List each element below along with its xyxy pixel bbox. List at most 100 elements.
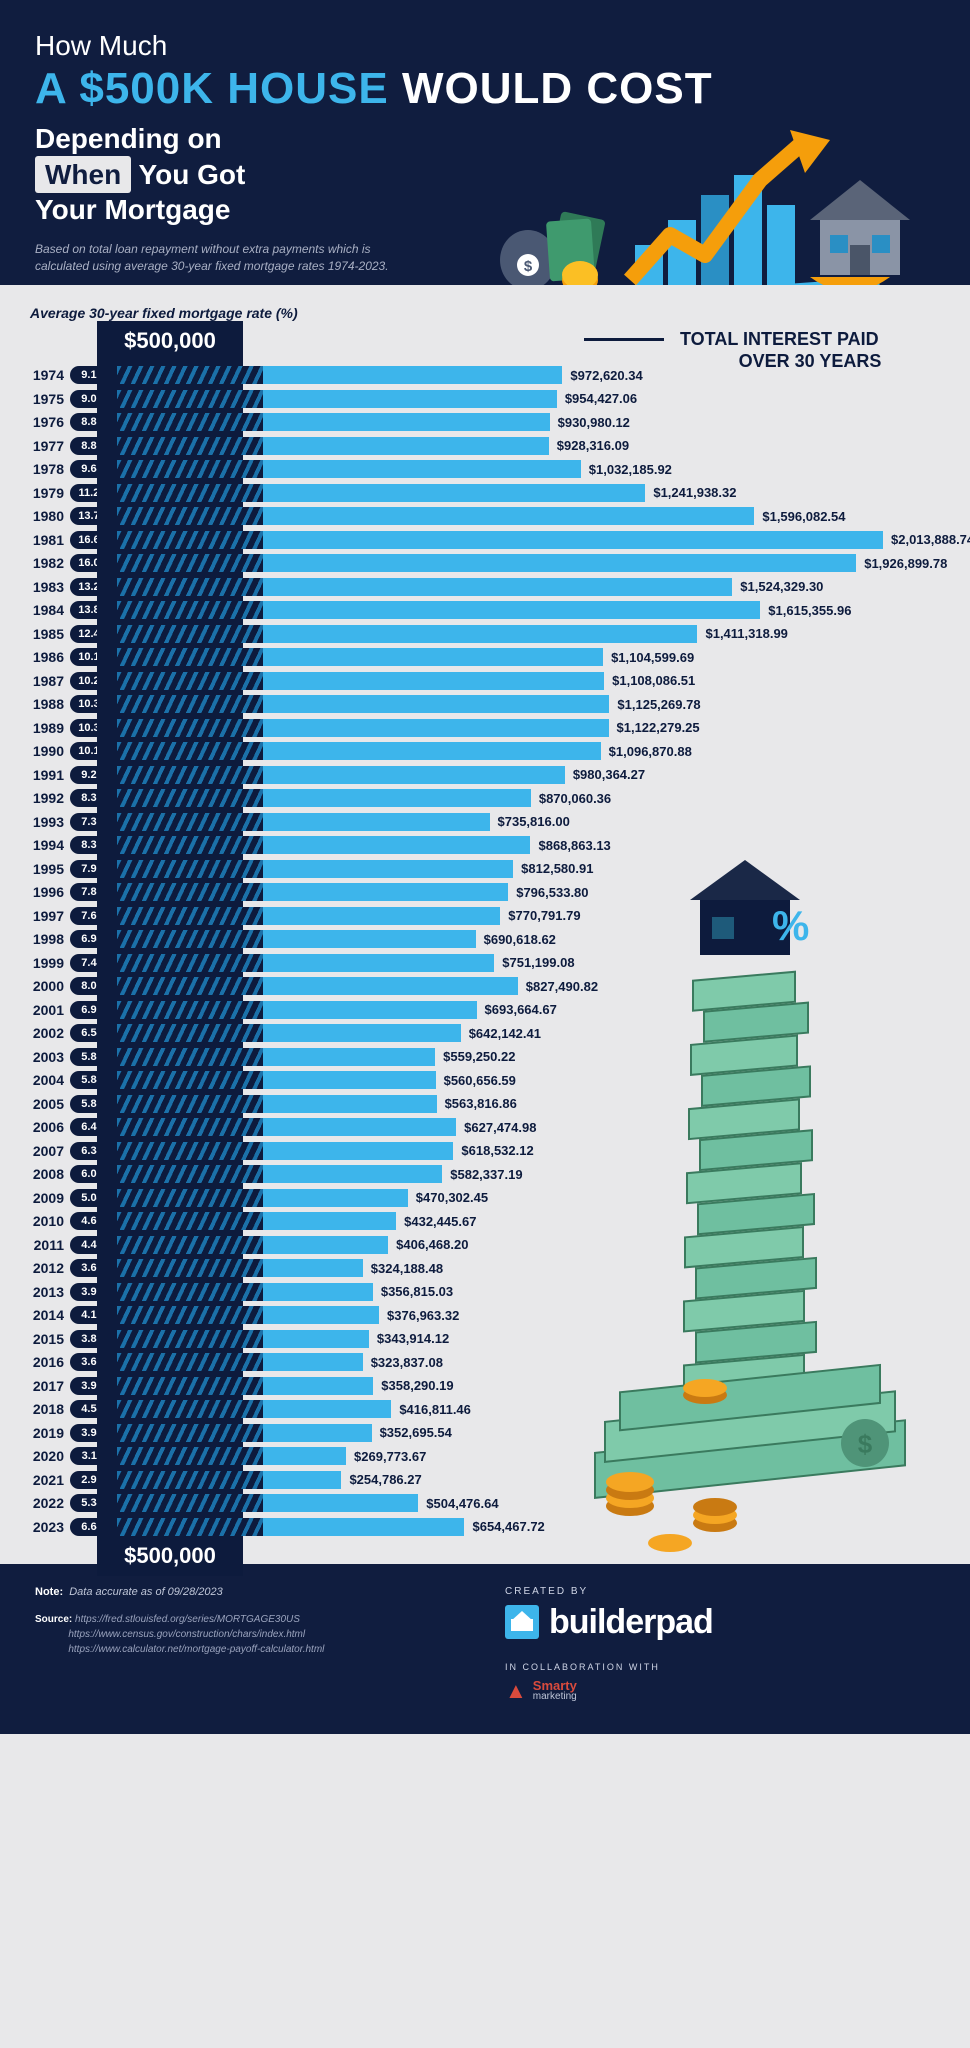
year-label: 2021 [20, 1472, 64, 1488]
smarty-icon: ▲ [505, 1678, 527, 1704]
chart-row: 19928.39$870,060.36 [20, 787, 950, 811]
principal-hatch [117, 366, 263, 384]
interest-value: $1,241,938.32 [653, 485, 736, 500]
year-label: 1998 [20, 931, 64, 947]
header-caption: Based on total loan repayment without ex… [35, 241, 395, 275]
pretitle: How Much [35, 30, 935, 62]
principal-hatch [117, 1142, 263, 1160]
year-label: 2019 [20, 1425, 64, 1441]
interest-value: $928,316.09 [557, 438, 629, 453]
principal-hatch [117, 719, 263, 737]
interest-value: $868,863.13 [538, 838, 610, 853]
interest-value: $693,664.67 [485, 1002, 557, 1017]
year-label: 2012 [20, 1260, 64, 1276]
principal-hatch [117, 460, 263, 478]
principal-hatch [117, 1306, 263, 1324]
year-label: 1980 [20, 508, 64, 524]
interest-bar [263, 813, 490, 831]
year-label: 1983 [20, 579, 64, 595]
principal-hatch [117, 1212, 263, 1230]
interest-bar [263, 836, 530, 854]
interest-bar [263, 648, 603, 666]
principal-bottom: $500,000 [97, 1536, 243, 1576]
principal-top: $500,000 [97, 321, 243, 361]
builderpad-icon [505, 1605, 539, 1639]
principal-hatch [117, 813, 263, 831]
interest-bar [263, 437, 549, 455]
chart-row: 19749.19$972,620.34 [20, 364, 950, 388]
year-label: 2011 [20, 1237, 64, 1253]
chart-row: 198216.04$1,926,899.78 [20, 552, 950, 576]
interest-bar [263, 578, 732, 596]
year-label: 2002 [20, 1025, 64, 1041]
interest-value: $269,773.67 [354, 1449, 426, 1464]
principal-hatch [117, 1377, 263, 1395]
interest-value: $504,476.64 [426, 1496, 498, 1511]
smarty-brand: ▲ Smarty marketing [505, 1678, 935, 1704]
principal-hatch [117, 1118, 263, 1136]
interest-value: $930,980.12 [558, 415, 630, 430]
year-label: 2013 [20, 1284, 64, 1300]
principal-hatch [117, 836, 263, 854]
principal-hatch [117, 695, 263, 713]
principal-hatch [117, 1165, 263, 1183]
interest-bar [263, 860, 513, 878]
interest-value: $954,427.06 [565, 391, 637, 406]
year-label: 2022 [20, 1495, 64, 1511]
interest-value: $654,467.72 [472, 1519, 544, 1534]
interest-value: $432,445.67 [404, 1214, 476, 1229]
principal-hatch [117, 1494, 263, 1512]
year-label: 1985 [20, 626, 64, 642]
interest-bar [263, 531, 883, 549]
title-amount: A $500K HOUSE [35, 64, 389, 113]
chart-row: 198413.88$1,615,355.96 [20, 599, 950, 623]
chart-row: 199010.13$1,096,870.88 [20, 740, 950, 764]
year-label: 1994 [20, 837, 64, 853]
year-label: 1974 [20, 367, 64, 383]
interest-bar [263, 1071, 436, 1089]
year-label: 2018 [20, 1401, 64, 1417]
interest-value: $1,032,185.92 [589, 462, 672, 477]
when-pill: When [35, 156, 131, 194]
principal-hatch [117, 625, 263, 643]
chart-row: 19919.25$980,364.27 [20, 763, 950, 787]
interest-bar [263, 460, 581, 478]
interest-value: $642,142.41 [469, 1026, 541, 1041]
interest-bar [263, 601, 760, 619]
footer-left: Note: Data accurate as of 09/28/2023 Sou… [35, 1586, 465, 1704]
interest-bar [263, 1165, 442, 1183]
interest-bar [263, 484, 645, 502]
year-label: 1977 [20, 438, 64, 454]
year-label: 1978 [20, 461, 64, 477]
axis-title: Average 30-year fixed mortgage rate (%) [30, 305, 950, 321]
year-label: 2003 [20, 1049, 64, 1065]
principal-hatch [117, 742, 263, 760]
year-label: 1984 [20, 602, 64, 618]
year-label: 1992 [20, 790, 64, 806]
year-label: 2015 [20, 1331, 64, 1347]
interest-bar [263, 1306, 379, 1324]
interest-value: $618,532.12 [461, 1143, 533, 1158]
principal-hatch [117, 1024, 263, 1042]
interest-value: $352,695.54 [380, 1425, 452, 1440]
principal-hatch [117, 883, 263, 901]
principal-hatch [117, 1001, 263, 1019]
interest-value: $690,618.62 [484, 932, 556, 947]
year-label: 1976 [20, 414, 64, 430]
interest-bar [263, 1494, 418, 1512]
year-label: 1989 [20, 720, 64, 736]
chart-row: 19759.05$954,427.06 [20, 387, 950, 411]
principal-hatch [117, 1259, 263, 1277]
money-stack-illustration: % $ [575, 855, 925, 1555]
year-label: 2004 [20, 1072, 64, 1088]
interest-value: $2,013,888.74 [891, 532, 970, 547]
principal-hatch [117, 531, 263, 549]
interest-bar [263, 954, 494, 972]
interest-value: $254,786.27 [349, 1472, 421, 1487]
principal-hatch [117, 930, 263, 948]
interest-bar [263, 390, 557, 408]
hero-illustration: $ [460, 105, 940, 285]
interest-value: $559,250.22 [443, 1049, 515, 1064]
chart-row: 19937.31$735,816.00 [20, 810, 950, 834]
interest-value: $563,816.86 [445, 1096, 517, 1111]
